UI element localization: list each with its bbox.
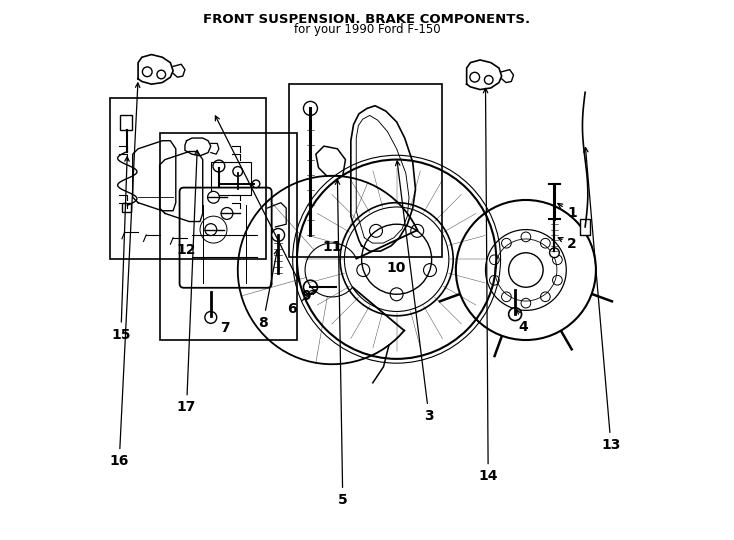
Circle shape bbox=[272, 228, 285, 241]
Circle shape bbox=[205, 224, 217, 235]
Text: 16: 16 bbox=[109, 83, 140, 468]
Text: FRONT SUSPENSION. BRAKE COMPONENTS.: FRONT SUSPENSION. BRAKE COMPONENTS. bbox=[203, 12, 531, 25]
Circle shape bbox=[205, 312, 217, 323]
Text: 13: 13 bbox=[584, 147, 621, 452]
Bar bbox=[159, 133, 297, 340]
Text: 11: 11 bbox=[322, 240, 342, 254]
Text: 14: 14 bbox=[479, 89, 498, 483]
Bar bbox=[122, 203, 131, 212]
Text: 2: 2 bbox=[559, 237, 577, 251]
Bar bbox=[109, 98, 266, 259]
Text: 10: 10 bbox=[387, 261, 407, 275]
Text: 6: 6 bbox=[287, 290, 316, 316]
Circle shape bbox=[233, 166, 242, 176]
Circle shape bbox=[252, 180, 260, 187]
Text: 9: 9 bbox=[215, 116, 311, 303]
Text: for your 1990 Ford F-150: for your 1990 Ford F-150 bbox=[294, 23, 440, 36]
Circle shape bbox=[303, 280, 317, 294]
Text: 3: 3 bbox=[396, 161, 434, 423]
Text: 15: 15 bbox=[111, 157, 131, 342]
Circle shape bbox=[509, 308, 522, 321]
Text: 4: 4 bbox=[516, 309, 528, 334]
Text: 1: 1 bbox=[558, 204, 577, 220]
Circle shape bbox=[221, 207, 233, 219]
Circle shape bbox=[303, 102, 317, 116]
Text: 5: 5 bbox=[335, 180, 348, 507]
Text: 8: 8 bbox=[258, 250, 279, 330]
Bar bbox=[120, 115, 132, 130]
Bar bbox=[211, 163, 251, 194]
Circle shape bbox=[208, 191, 219, 203]
Text: 7: 7 bbox=[220, 321, 230, 335]
Circle shape bbox=[550, 248, 559, 258]
Circle shape bbox=[213, 160, 225, 172]
Text: 12: 12 bbox=[177, 243, 196, 257]
Bar bbox=[581, 219, 590, 235]
Bar bbox=[289, 84, 443, 256]
Text: 17: 17 bbox=[177, 150, 199, 414]
